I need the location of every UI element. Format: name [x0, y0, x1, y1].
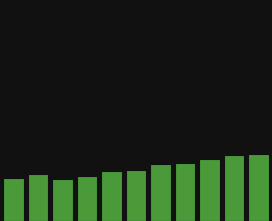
Bar: [199, 159, 220, 221]
Bar: [4, 178, 23, 221]
Bar: [249, 154, 268, 221]
Bar: [101, 171, 122, 221]
Bar: [175, 163, 195, 221]
Bar: [224, 155, 244, 221]
Bar: [77, 176, 97, 221]
Bar: [150, 164, 171, 221]
Bar: [28, 174, 48, 221]
Bar: [126, 170, 146, 221]
Bar: [52, 179, 73, 221]
